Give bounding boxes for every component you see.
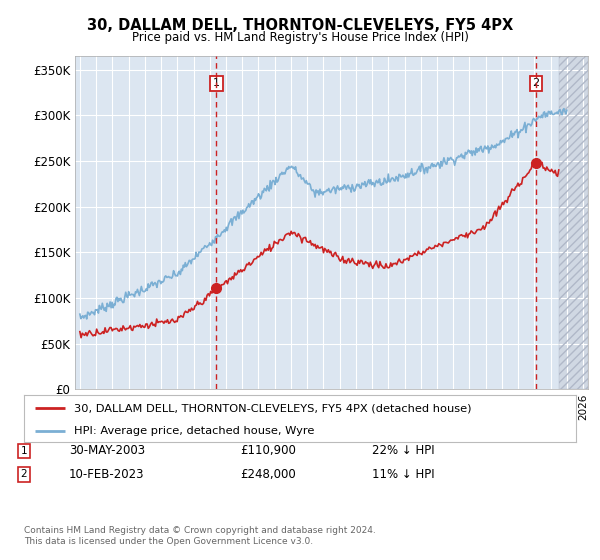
Text: 1: 1 — [20, 446, 28, 456]
Text: 2: 2 — [532, 78, 539, 88]
Text: Contains HM Land Registry data © Crown copyright and database right 2024.
This d: Contains HM Land Registry data © Crown c… — [24, 526, 376, 546]
Text: £110,900: £110,900 — [240, 444, 296, 458]
Text: 2: 2 — [20, 469, 28, 479]
Text: 22% ↓ HPI: 22% ↓ HPI — [372, 444, 434, 458]
Text: £248,000: £248,000 — [240, 468, 296, 481]
Text: 30, DALLAM DELL, THORNTON-CLEVELEYS, FY5 4PX: 30, DALLAM DELL, THORNTON-CLEVELEYS, FY5… — [87, 18, 513, 33]
Text: 1: 1 — [213, 78, 220, 88]
Text: 11% ↓ HPI: 11% ↓ HPI — [372, 468, 434, 481]
Bar — [559, 56, 588, 389]
Text: 30, DALLAM DELL, THORNTON-CLEVELEYS, FY5 4PX (detached house): 30, DALLAM DELL, THORNTON-CLEVELEYS, FY5… — [74, 403, 471, 413]
Text: 10-FEB-2023: 10-FEB-2023 — [69, 468, 145, 481]
Text: HPI: Average price, detached house, Wyre: HPI: Average price, detached house, Wyre — [74, 426, 314, 436]
Bar — [559, 56, 588, 389]
Text: Price paid vs. HM Land Registry's House Price Index (HPI): Price paid vs. HM Land Registry's House … — [131, 31, 469, 44]
Text: 30-MAY-2003: 30-MAY-2003 — [69, 444, 145, 458]
